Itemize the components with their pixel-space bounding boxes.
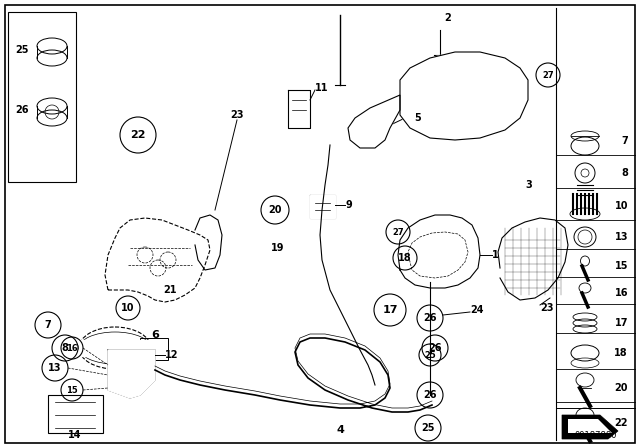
Text: 1: 1 — [492, 250, 499, 260]
Text: 21: 21 — [163, 285, 177, 295]
Text: 5: 5 — [415, 113, 421, 123]
Text: 10: 10 — [614, 201, 628, 211]
Text: 9: 9 — [345, 200, 352, 210]
Polygon shape — [310, 195, 335, 218]
Text: 4: 4 — [336, 425, 344, 435]
Text: 23: 23 — [540, 303, 554, 313]
Text: 22: 22 — [614, 418, 628, 428]
Polygon shape — [400, 52, 528, 140]
Text: 20: 20 — [268, 205, 282, 215]
Text: 26: 26 — [15, 105, 29, 115]
Text: 12: 12 — [165, 350, 179, 360]
Polygon shape — [195, 215, 222, 270]
Text: 19: 19 — [271, 243, 285, 253]
Text: 00187880: 00187880 — [575, 431, 617, 439]
Text: 25: 25 — [15, 45, 29, 55]
Text: 11: 11 — [315, 83, 328, 93]
Text: 3: 3 — [525, 180, 532, 190]
Text: 15: 15 — [66, 385, 78, 395]
Polygon shape — [79, 340, 151, 356]
Text: 8: 8 — [621, 168, 628, 178]
Text: 2: 2 — [445, 13, 451, 23]
Text: 26: 26 — [428, 343, 442, 353]
Text: 23: 23 — [230, 110, 244, 120]
Polygon shape — [498, 218, 568, 300]
Polygon shape — [348, 95, 400, 148]
Text: 15: 15 — [614, 261, 628, 271]
Text: 27: 27 — [542, 70, 554, 79]
Text: 10: 10 — [121, 303, 135, 313]
Text: 20: 20 — [614, 383, 628, 393]
Polygon shape — [562, 415, 618, 439]
Text: 17: 17 — [614, 318, 628, 328]
Polygon shape — [398, 215, 480, 288]
Text: 16: 16 — [614, 288, 628, 298]
Text: 18: 18 — [614, 348, 628, 358]
Text: 7: 7 — [621, 136, 628, 146]
Bar — [140, 338, 168, 360]
Text: 14: 14 — [68, 430, 82, 440]
Text: 25: 25 — [421, 423, 435, 433]
Text: 16: 16 — [66, 344, 78, 353]
Text: 17: 17 — [382, 305, 397, 315]
Text: 6: 6 — [151, 330, 159, 340]
Polygon shape — [568, 419, 612, 433]
Text: 18: 18 — [398, 253, 412, 263]
Bar — [48, 395, 103, 433]
Text: 25: 25 — [424, 350, 436, 359]
Bar — [8, 12, 76, 182]
Text: 26: 26 — [423, 313, 436, 323]
Text: 13: 13 — [614, 232, 628, 242]
Text: 24: 24 — [470, 305, 483, 315]
Text: 27: 27 — [392, 228, 404, 237]
Text: 8: 8 — [61, 343, 68, 353]
Polygon shape — [108, 350, 155, 398]
Text: 7: 7 — [45, 320, 51, 330]
Text: 13: 13 — [48, 363, 61, 373]
Text: 22: 22 — [131, 130, 146, 140]
Text: 26: 26 — [423, 390, 436, 400]
